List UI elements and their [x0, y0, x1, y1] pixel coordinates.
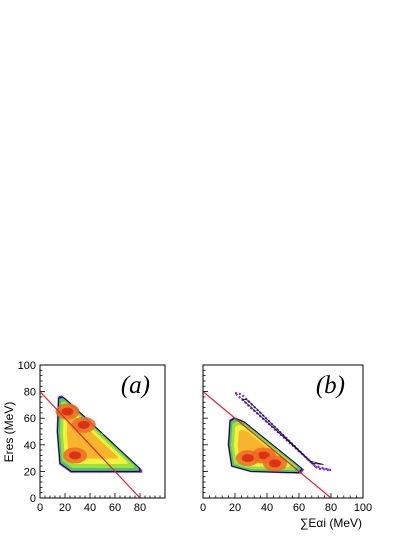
- panel-a-density: [40, 391, 143, 498]
- hot-core-a-0: [69, 451, 81, 460]
- contour-outline-b: [228, 417, 303, 474]
- diagonal-line-b: [203, 391, 332, 498]
- y-axis-title: Eres (MeV): [2, 402, 16, 463]
- hot-core-b-1: [241, 454, 254, 463]
- y-tick-label-a: 20: [24, 466, 36, 478]
- x-tick-label-b: 40: [261, 502, 273, 514]
- x-tick-label-b: 20: [229, 502, 241, 514]
- x-tick-label-a: 20: [59, 502, 71, 514]
- panel-a: 0 20 40 60 80 0 20 40 60 80 100 (a) Eres (MeV): [2, 360, 166, 514]
- panel-b-ticks: 0 20 40 60 80 100: [200, 364, 372, 514]
- y-tick-label-a: 40: [24, 440, 36, 452]
- y-tick-label-a: 60: [24, 413, 36, 425]
- panel-a-ticks: 0 20 40 60 80 0 20 40 60 80 100: [18, 360, 166, 514]
- contour-outline-a: [57, 396, 141, 472]
- y-tick-label-a: 80: [24, 387, 36, 399]
- y-tick-label-a: 100: [18, 360, 36, 372]
- hot-core-b-2: [269, 459, 281, 468]
- x-tick-label-a: 40: [84, 502, 96, 514]
- x-tick-label-a: 0: [37, 502, 43, 514]
- panel-b: 0 20 40 60 80 100 (b) ∑Eαi (MeV): [200, 364, 372, 530]
- x-tick-label-b: 0: [200, 502, 206, 514]
- x-axis-title: ∑Eαi (MeV): [300, 516, 362, 530]
- y-tick-label-a: 0: [30, 493, 36, 505]
- panel-a-label: (a): [121, 372, 150, 399]
- x-tick-label-a: 80: [134, 502, 146, 514]
- upper-band-b: [231, 390, 332, 472]
- hot-core-a-1: [61, 407, 74, 416]
- panel-b-label: (b): [316, 372, 345, 399]
- upper-band-contour-b: [240, 398, 324, 465]
- hot-core-a-2: [77, 420, 90, 429]
- hot-core-b-0: [257, 451, 270, 460]
- panel-b-density: [203, 390, 332, 498]
- x-tick-label-a: 60: [109, 502, 121, 514]
- x-tick-label-b: 100: [354, 502, 372, 514]
- diagonal-line-a: [40, 391, 141, 498]
- x-tick-label-b: 60: [293, 502, 305, 514]
- x-tick-label-b: 80: [325, 502, 337, 514]
